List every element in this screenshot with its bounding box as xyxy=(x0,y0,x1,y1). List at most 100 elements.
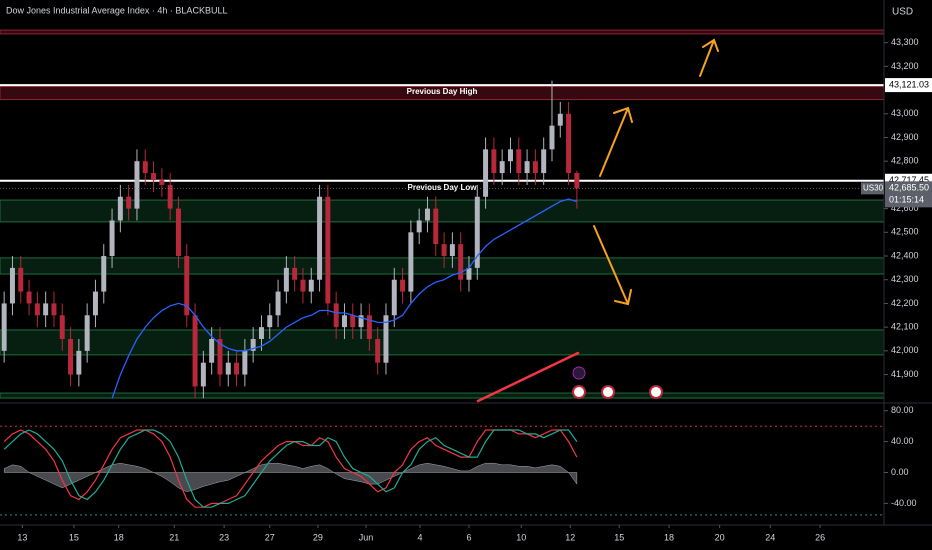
arrow-down xyxy=(593,225,632,306)
arrow-up xyxy=(599,106,633,177)
level-name: Previous Day Low xyxy=(408,183,478,192)
plot: Previous Day High Previous Day Low xyxy=(0,80,884,508)
drawings xyxy=(476,38,719,403)
y-tick-label: 42,400 xyxy=(891,250,919,260)
candle-body xyxy=(59,315,65,339)
x-tick-label: 13 xyxy=(17,532,27,542)
candle-body xyxy=(300,279,306,292)
y-tick-label: 42,300 xyxy=(891,274,919,284)
candle-body xyxy=(317,196,323,280)
candle-body xyxy=(142,161,148,174)
candle-body xyxy=(325,196,331,304)
candle-body xyxy=(391,279,397,316)
candle-body xyxy=(474,196,480,268)
x-tick-label: 26 xyxy=(815,532,825,542)
candle-body xyxy=(566,113,572,174)
candle-body xyxy=(101,256,107,292)
event-icon[interactable] xyxy=(572,385,586,399)
candle-body xyxy=(51,303,57,316)
x-tick-label: 23 xyxy=(219,532,229,542)
candle-body xyxy=(441,244,447,257)
candle-body xyxy=(557,113,563,126)
moving-average xyxy=(111,198,578,399)
candle-body xyxy=(9,267,15,304)
event-icon[interactable] xyxy=(572,366,586,380)
currency[interactable]: USD xyxy=(892,7,913,18)
y-tick-label: 42,800 xyxy=(891,156,919,166)
candle-body xyxy=(34,303,40,316)
osc-tick-label: 40.00 xyxy=(891,436,914,446)
y-tick-label: 43,000 xyxy=(891,108,919,118)
candle-body xyxy=(217,338,223,375)
candle-body xyxy=(532,161,538,174)
price-label: 42,685.50 xyxy=(889,183,929,193)
x-tick-label: 27 xyxy=(265,532,275,542)
candle-body xyxy=(383,315,389,363)
candle-body xyxy=(574,173,580,189)
candle-body xyxy=(466,267,472,280)
y-tick-label: 42,900 xyxy=(891,132,919,142)
candle-body xyxy=(26,291,32,304)
y-tick-label: 43,200 xyxy=(891,61,919,71)
chart-title: Dow Jones Industrial Average Index · 4h … xyxy=(6,5,227,15)
x-tick-label: 4 xyxy=(417,532,422,542)
candle-body xyxy=(275,291,281,316)
candle-body xyxy=(341,315,347,328)
x-tick-label: 18 xyxy=(114,532,124,542)
candle-body xyxy=(267,315,273,328)
candle-body xyxy=(117,196,123,221)
candle-body xyxy=(549,125,555,150)
x-tick-label: 24 xyxy=(765,532,775,542)
trend-line xyxy=(476,351,580,403)
candle-body xyxy=(43,303,49,316)
candle-body xyxy=(209,338,215,363)
event-icon[interactable] xyxy=(601,385,615,399)
x-tick-label: 20 xyxy=(715,532,725,542)
symbol-label: US30 xyxy=(863,183,884,192)
osc-tick-label: 0.00 xyxy=(891,467,909,477)
x-tick-label: 15 xyxy=(69,532,79,542)
candle-body xyxy=(541,149,547,174)
candle-body xyxy=(200,362,206,387)
candle-body xyxy=(358,315,364,328)
candle-body xyxy=(283,267,289,292)
candle-body xyxy=(159,180,165,185)
event-icon[interactable] xyxy=(649,385,663,399)
y-tick-label: 42,100 xyxy=(891,322,919,332)
support-zone xyxy=(0,329,885,356)
x-tick-label: 21 xyxy=(169,532,179,542)
candle-body xyxy=(424,208,430,221)
candle-body xyxy=(400,279,406,292)
candle-body xyxy=(76,350,82,375)
osc-tick-label: 80.00 xyxy=(891,405,914,415)
y-tick-label: 42,600 xyxy=(891,203,919,213)
osc-histogram xyxy=(3,462,578,493)
candle-body xyxy=(84,315,90,351)
candle-body xyxy=(68,338,74,375)
candle-body xyxy=(491,149,497,174)
osc-line xyxy=(3,429,578,508)
support-zone xyxy=(0,257,885,275)
support-zone xyxy=(0,392,885,399)
y-tick-label: 42,000 xyxy=(891,345,919,355)
candle-body xyxy=(109,220,115,257)
candle-body xyxy=(516,149,522,174)
candle-body xyxy=(499,161,505,174)
candle-body xyxy=(333,303,339,328)
candle-body xyxy=(175,208,181,257)
y-tick-label: 42,500 xyxy=(891,227,919,237)
candle-body xyxy=(184,256,190,316)
background xyxy=(0,29,885,516)
candle-body xyxy=(18,267,24,292)
osc-line xyxy=(3,429,578,508)
x-tick-label: 18 xyxy=(664,532,674,542)
x-tick-label: 12 xyxy=(565,532,575,542)
candle-body xyxy=(192,315,198,387)
candle-body xyxy=(350,315,356,328)
candle-body xyxy=(1,303,7,351)
candle-body xyxy=(292,267,298,280)
candle-body xyxy=(242,350,248,375)
x-tick-label: Jun xyxy=(359,532,374,542)
